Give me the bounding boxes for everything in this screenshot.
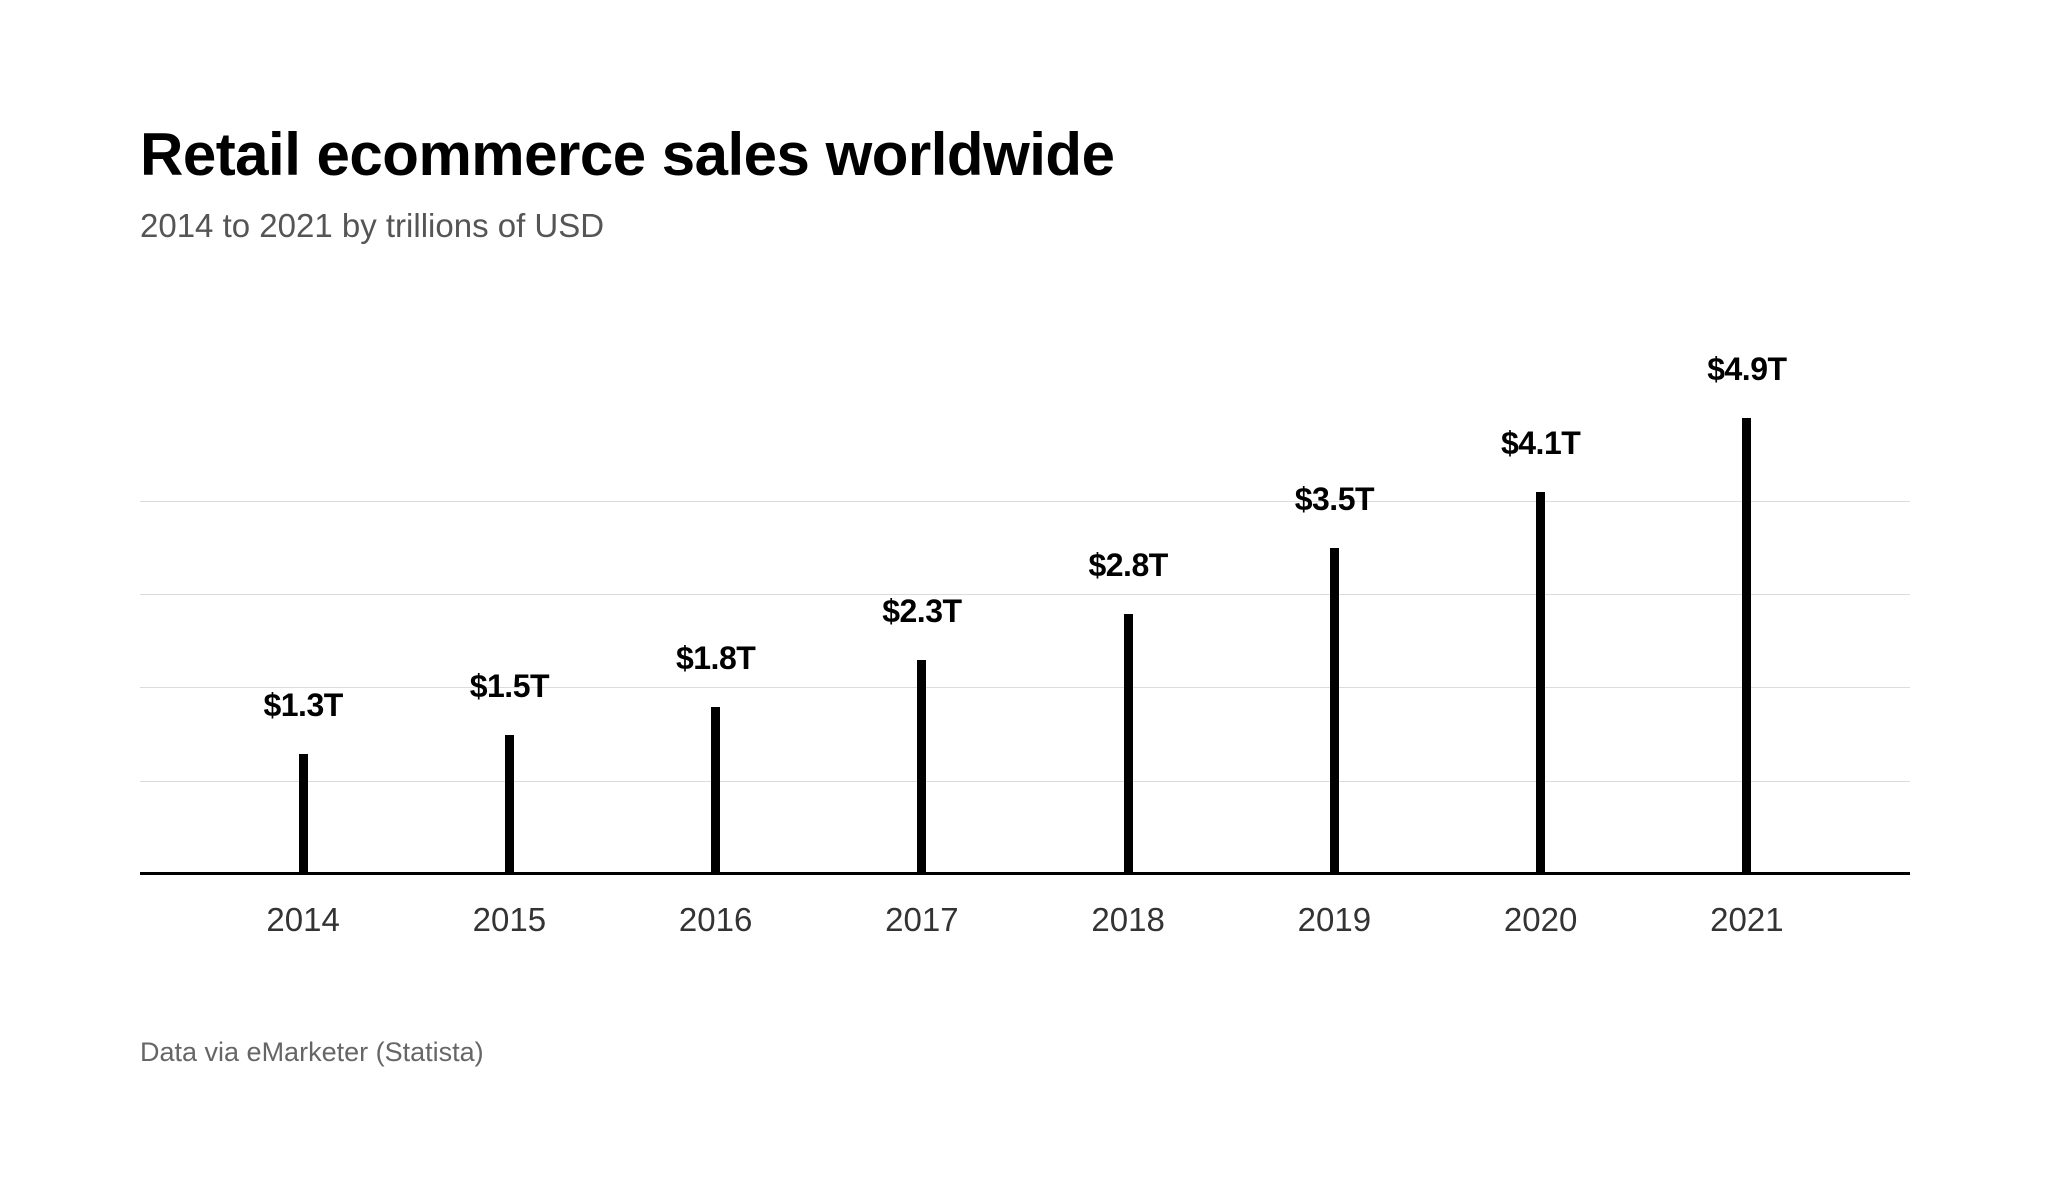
bar-group: $2.3T — [819, 315, 1025, 875]
bar-group: $4.1T — [1438, 315, 1644, 875]
x-axis-label: 2021 — [1644, 901, 1850, 939]
x-axis-label: 2016 — [613, 901, 819, 939]
bar — [1124, 614, 1133, 875]
bar-value-label: $2.3T — [822, 593, 1022, 630]
bar — [711, 707, 720, 875]
bar-group: $2.8T — [1025, 315, 1231, 875]
x-axis-label: 2018 — [1025, 901, 1231, 939]
chart-container: Retail ecommerce sales worldwide 2014 to… — [0, 0, 2048, 1188]
chart-subtitle: 2014 to 2021 by trillions of USD — [140, 207, 1908, 245]
bar-value-label: $1.3T — [203, 687, 403, 724]
x-axis-labels: 20142015201620172018201920202021 — [140, 901, 1910, 939]
bar-group: $1.5T — [406, 315, 612, 875]
bar-group: $1.3T — [200, 315, 406, 875]
chart-title: Retail ecommerce sales worldwide — [140, 120, 1908, 189]
bar-value-label: $4.1T — [1441, 425, 1641, 462]
x-axis-label: 2014 — [200, 901, 406, 939]
bar-value-label: $4.9T — [1647, 351, 1847, 388]
bar — [505, 735, 514, 875]
bar — [1330, 548, 1339, 875]
x-axis-label: 2015 — [406, 901, 612, 939]
bar-group: $4.9T — [1644, 315, 1850, 875]
x-axis-label: 2019 — [1231, 901, 1437, 939]
x-axis-label: 2020 — [1438, 901, 1644, 939]
x-axis-label: 2017 — [819, 901, 1025, 939]
bar-value-label: $1.8T — [616, 640, 816, 677]
bar-group: $1.8T — [613, 315, 819, 875]
bar-value-label: $3.5T — [1234, 481, 1434, 518]
bar-value-label: $2.8T — [1028, 547, 1228, 584]
chart-plot-area: $1.3T$1.5T$1.8T$2.3T$2.8T$3.5T$4.1T$4.9T — [140, 315, 1910, 875]
bar — [299, 754, 308, 875]
bar — [917, 660, 926, 875]
bar-group: $3.5T — [1231, 315, 1437, 875]
bar-value-label: $1.5T — [409, 668, 609, 705]
chart-bars: $1.3T$1.5T$1.8T$2.3T$2.8T$3.5T$4.1T$4.9T — [140, 315, 1910, 875]
bar — [1536, 492, 1545, 875]
x-axis — [140, 872, 1910, 875]
chart-source: Data via eMarketer (Statista) — [140, 1037, 484, 1068]
bar — [1742, 418, 1751, 875]
